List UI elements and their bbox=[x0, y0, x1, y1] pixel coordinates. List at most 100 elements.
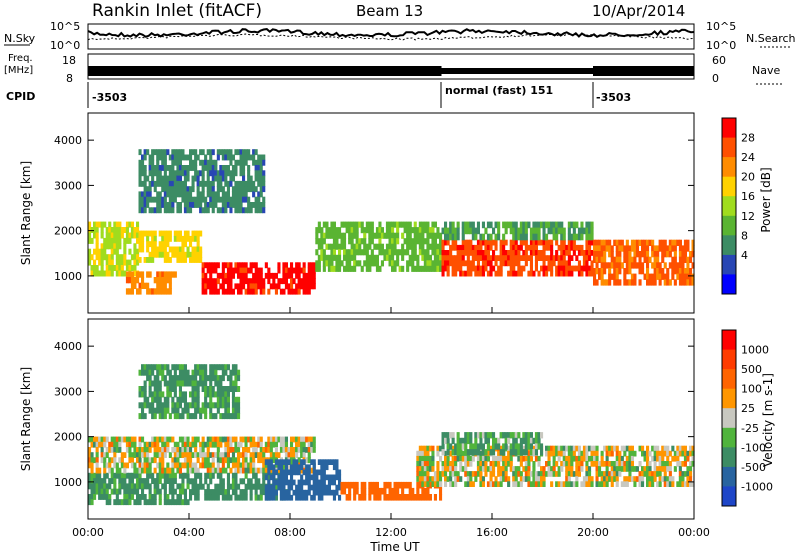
cell-r8 bbox=[151, 159, 155, 166]
cell-r4 bbox=[338, 249, 342, 256]
cell-r3 bbox=[262, 283, 266, 290]
cell-r5 bbox=[565, 250, 569, 256]
cell-r8 bbox=[249, 180, 253, 187]
cell-r6 bbox=[497, 437, 501, 445]
cell-r7 bbox=[625, 262, 629, 269]
cell-r1 bbox=[120, 436, 124, 443]
cell-r7 bbox=[191, 369, 195, 376]
cell-r4 bbox=[426, 254, 430, 261]
cell-r4 bbox=[406, 265, 410, 272]
cell-r3 bbox=[284, 494, 288, 501]
cell-r3 bbox=[224, 272, 228, 279]
cell-r7 bbox=[143, 364, 147, 371]
cell-r8 bbox=[254, 207, 258, 214]
cell-r3 bbox=[302, 459, 306, 465]
cell-r2 bbox=[216, 489, 220, 496]
cell-r3 bbox=[297, 288, 301, 295]
cell-r0 bbox=[95, 478, 99, 484]
cell-r4 bbox=[408, 221, 412, 228]
cell-r5 bbox=[509, 455, 513, 462]
cell-r5 bbox=[562, 481, 566, 487]
cell-r8 bbox=[191, 165, 195, 171]
cell-r8 bbox=[176, 154, 180, 161]
cell-r6 bbox=[527, 432, 531, 439]
cell-r2 bbox=[173, 246, 177, 253]
cell-r0 bbox=[115, 248, 119, 255]
cell-r5 bbox=[489, 481, 493, 487]
cell-r7 bbox=[166, 391, 170, 398]
cell-r5 bbox=[540, 255, 544, 261]
cell-r8 bbox=[249, 175, 253, 182]
freq-label: Freq. bbox=[8, 53, 33, 64]
cell-r1 bbox=[196, 436, 200, 443]
cell-r7 bbox=[151, 364, 155, 371]
cell-r6 bbox=[537, 227, 541, 235]
cell-r4 bbox=[383, 232, 387, 239]
cell-r7 bbox=[231, 396, 235, 403]
cell-r5 bbox=[618, 471, 622, 477]
cell-r0 bbox=[95, 243, 99, 250]
cell-r1 bbox=[141, 467, 145, 474]
cell-r7 bbox=[178, 413, 182, 420]
cell-r5 bbox=[651, 481, 655, 487]
cell-r5 bbox=[433, 476, 437, 482]
cell-r7 bbox=[204, 369, 208, 376]
cell-r4 bbox=[335, 243, 339, 250]
cell-r5 bbox=[481, 481, 485, 487]
cell-r0 bbox=[136, 248, 140, 255]
cell-r1 bbox=[201, 436, 205, 443]
cell-r0 bbox=[98, 483, 102, 490]
cell-r0 bbox=[143, 494, 147, 500]
cell-r3 bbox=[209, 288, 213, 295]
cell-r7 bbox=[663, 279, 667, 286]
cell-r8 bbox=[247, 202, 251, 208]
cell-r2 bbox=[274, 483, 278, 490]
cell-r1 bbox=[156, 271, 160, 278]
cell-r1 bbox=[259, 441, 263, 448]
cell-r8 bbox=[146, 186, 150, 193]
cell-r7 bbox=[651, 279, 655, 286]
cell-r1 bbox=[239, 436, 243, 443]
cell-r2 bbox=[181, 251, 185, 258]
cell-r4 bbox=[413, 249, 417, 256]
cell-r5 bbox=[560, 481, 564, 487]
cell-r5 bbox=[565, 481, 569, 487]
colorbar-tick: -1000 bbox=[741, 480, 773, 493]
cell-r2 bbox=[221, 478, 225, 485]
cell-r4 bbox=[418, 221, 422, 228]
cell-r1 bbox=[166, 447, 170, 453]
cell-r0 bbox=[173, 499, 177, 506]
cell-r7 bbox=[158, 402, 162, 409]
cell-r2 bbox=[194, 246, 198, 253]
cell-r2 bbox=[234, 489, 238, 496]
cell-r5 bbox=[595, 481, 599, 487]
cell-r3 bbox=[297, 479, 301, 486]
cell-r2 bbox=[186, 251, 190, 258]
cell-r3 bbox=[224, 262, 228, 269]
cell-r0 bbox=[120, 232, 124, 239]
cell-r7 bbox=[643, 256, 647, 263]
cell-r3 bbox=[290, 479, 294, 486]
cell-r5 bbox=[497, 265, 501, 272]
cell-r4 bbox=[391, 494, 395, 501]
cell-r0 bbox=[118, 221, 122, 228]
cell-r7 bbox=[186, 407, 190, 414]
cell-r4 bbox=[431, 232, 435, 239]
cell-r0 bbox=[115, 472, 119, 479]
cell-r6 bbox=[517, 233, 521, 241]
cell-r5 bbox=[577, 466, 581, 472]
cell-r3 bbox=[204, 272, 208, 279]
cell-r5 bbox=[466, 471, 470, 477]
cell-r8 bbox=[249, 207, 253, 214]
cell-r8 bbox=[237, 180, 241, 187]
cell-r3 bbox=[284, 474, 288, 481]
cell-r4 bbox=[380, 249, 384, 256]
cell-r5 bbox=[426, 445, 430, 452]
cell-r1 bbox=[141, 277, 145, 284]
cell-r5 bbox=[572, 481, 576, 487]
cell-r5 bbox=[668, 471, 672, 477]
cell-r5 bbox=[676, 461, 680, 467]
cell-r5 bbox=[444, 255, 448, 261]
cell-r5 bbox=[658, 455, 662, 462]
cell-r5 bbox=[507, 260, 511, 267]
